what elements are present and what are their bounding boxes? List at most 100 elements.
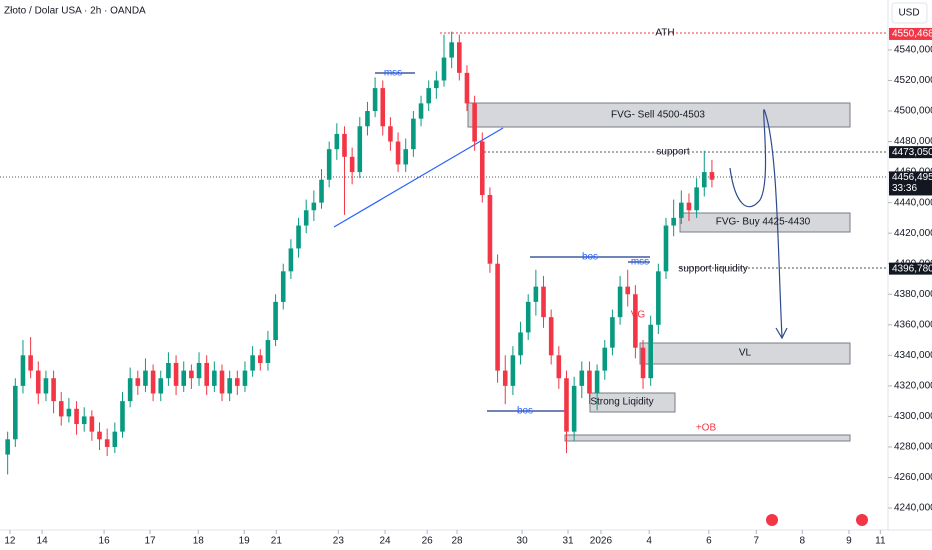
y-tick-label: 4500,000 [894, 106, 932, 117]
y-tick-label: 4280,000 [894, 442, 932, 453]
candle-body [579, 370, 585, 386]
candle-body [150, 370, 156, 394]
price-label-box [889, 171, 932, 196]
candle-body [548, 317, 554, 356]
candles [5, 31, 715, 475]
candle-body [648, 324, 653, 379]
candle-body [525, 301, 531, 333]
zones [0, 32, 888, 442]
price-label: 4396,780 [892, 263, 932, 274]
strong-liquidity-zone [589, 392, 676, 413]
x-tick-label: 11 [875, 536, 886, 547]
candle-body [434, 80, 439, 89]
event-flag[interactable] [856, 514, 868, 526]
candle-body [13, 385, 18, 440]
candle-body [135, 378, 141, 386]
x-tick-label: 12 [4, 536, 16, 547]
annotation: support liquidity [678, 264, 747, 275]
candle-body [20, 355, 26, 386]
candle-body [189, 370, 194, 379]
x-tick-label: 4 [646, 536, 652, 547]
candle-body [564, 378, 569, 432]
candle-body [280, 271, 286, 302]
candle-body [212, 370, 217, 386]
x-tick-label: 14 [37, 536, 49, 547]
y-tick-label: 4380,000 [894, 289, 932, 300]
y-tick-label: 4480,000 [894, 136, 932, 147]
x-tick-label: 17 [144, 536, 156, 547]
candle-body [418, 103, 424, 119]
candle-body [357, 126, 363, 173]
event-icons [766, 514, 868, 526]
event-flag[interactable] [766, 514, 778, 526]
candle-body [701, 172, 707, 188]
fvg-buy-zone [679, 212, 851, 233]
candle-body [242, 370, 248, 386]
annotation: VG [631, 310, 646, 321]
candle-body [143, 370, 148, 386]
candle-body [334, 133, 340, 150]
x-tick-label: 23 [333, 536, 345, 547]
candle-body [43, 378, 49, 394]
candle-body [58, 401, 64, 417]
candle-body [219, 370, 225, 394]
candle-body [342, 133, 347, 157]
candle-body [166, 362, 171, 379]
price-label: 4473,050 [892, 147, 932, 158]
y-tick-label: 4300,000 [894, 411, 932, 422]
y-tick-label: 4420,000 [894, 228, 932, 239]
candle-body [173, 362, 179, 386]
candle-body [28, 355, 33, 371]
candle-body [5, 439, 10, 455]
annotation: support [656, 147, 690, 158]
candle-body [541, 286, 546, 318]
chart-title: Złoto / Dolar USA · 2h · OANDA [4, 6, 146, 17]
projection-arrow [729, 109, 783, 338]
candle-body [411, 118, 416, 150]
ob-zone [564, 434, 851, 442]
currency-button[interactable] [891, 2, 928, 24]
candle-body [472, 103, 477, 142]
candle-body [487, 194, 493, 264]
candle-body [326, 149, 332, 180]
candle-body [610, 317, 615, 348]
candle-body [288, 248, 294, 272]
annotation: ATH [655, 28, 674, 39]
candle-body [235, 378, 240, 386]
x-tick-label: 6 [706, 536, 712, 547]
candle-body [349, 156, 355, 173]
candle-body [694, 187, 699, 211]
candle-body [365, 111, 370, 127]
candle-body [571, 385, 577, 432]
x-tick-label: 30 [517, 536, 529, 547]
annotation: FVG- Sell 4500-4503 [611, 110, 705, 121]
candle-body [510, 355, 516, 386]
y-tick-label: 4440,000 [894, 197, 932, 208]
x-tick-label: 9 [846, 536, 852, 547]
annotation: VL [739, 348, 752, 359]
x-tick-label: 19 [239, 536, 251, 547]
candle-body [556, 355, 562, 379]
candle-body [81, 416, 87, 425]
candle-body [204, 362, 209, 386]
candle-body [158, 378, 164, 394]
candle-body [709, 172, 715, 180]
candle-body [617, 286, 623, 318]
candle-body [104, 439, 110, 447]
candle-body [403, 149, 409, 165]
x-tick-label: 24 [379, 536, 391, 547]
candle-body [89, 416, 95, 432]
candle-body [303, 210, 309, 226]
y-tick-label: 4360,000 [894, 319, 932, 330]
x-tick-label: 21 [271, 536, 283, 547]
annotations: ATH FVG- Sell 4500-4503 support FVG- Buy… [384, 28, 811, 434]
price-label-box [889, 27, 932, 40]
y-tick-label: 4520,000 [894, 75, 932, 86]
x-tick-label: 28 [451, 536, 463, 547]
price-label: 4550,468 [892, 29, 932, 40]
candle-body [372, 88, 378, 112]
candle-body [395, 141, 401, 165]
annotation: Strong Liqidity [590, 397, 653, 408]
candle-body [602, 347, 608, 371]
y-tick-label: 4320,000 [894, 380, 932, 391]
